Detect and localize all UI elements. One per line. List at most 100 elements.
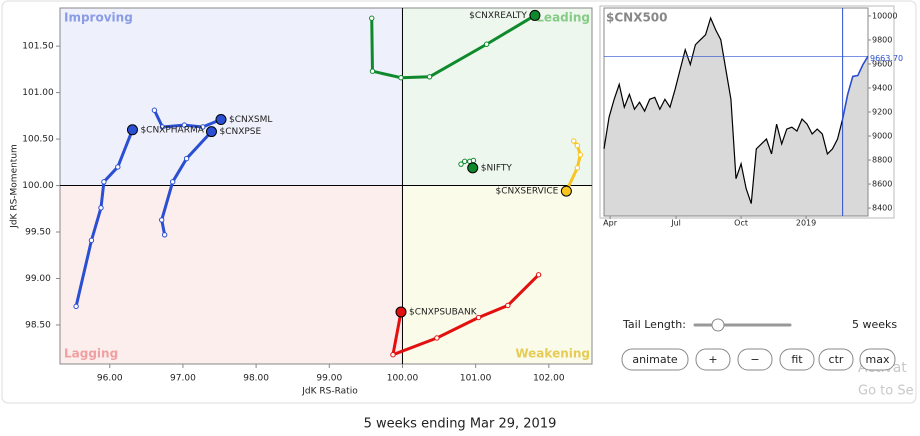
tail-point (475, 314, 482, 321)
tail-point (161, 232, 168, 238)
tail-point (73, 303, 79, 310)
footer: 5 weeks ending Mar 29, 2019 (364, 417, 557, 432)
x-tick-label: 98.00 (243, 374, 269, 384)
tail-point (169, 179, 176, 185)
button-label[interactable]: ctr (829, 353, 844, 366)
y-tick-label: 99.00 (25, 274, 51, 284)
tail-point (574, 165, 581, 171)
y-tick-label: 9800 (872, 35, 892, 44)
quadrant-label: Leading (536, 11, 590, 25)
quadrant (402, 185, 592, 364)
head-point (467, 162, 479, 174)
tail-point (535, 272, 542, 278)
y-tick-label: 8600 (872, 180, 892, 189)
button[interactable] (621, 348, 689, 371)
series-label: $NIFTY (481, 163, 513, 173)
tail-length-value: 5 weeks (852, 318, 897, 331)
tail-point (434, 335, 440, 341)
button[interactable] (818, 348, 854, 371)
tail-point (505, 302, 511, 309)
tail-point (390, 352, 396, 358)
series-label: $CNXPHARMA (140, 125, 204, 135)
series-label: $CNXPSUBANK (409, 307, 478, 317)
button-label[interactable]: animate (632, 353, 678, 366)
tail-point (199, 124, 206, 130)
y-tick-label: 9200 (872, 108, 892, 117)
tail-point (159, 217, 165, 223)
button-label[interactable]: − (750, 353, 759, 366)
series-label: $CNXPSE (219, 127, 261, 137)
series-label: $CNXSERVICE (496, 187, 559, 197)
x-tick-label: Jul (670, 219, 681, 228)
tail-point (369, 68, 376, 74)
tail-point (470, 157, 477, 164)
quadrant (60, 185, 403, 364)
x-tick-label: Oct (734, 219, 748, 228)
quadrant-label: Weakening (515, 347, 590, 361)
y-tick-label: 9000 (872, 132, 892, 141)
tail-point (151, 107, 158, 113)
y-axis-label: JdK RS-Momentum (10, 144, 20, 229)
head-point (529, 9, 541, 21)
y-tick-label: 9600 (872, 59, 892, 68)
y-tick-label: 8800 (872, 156, 892, 165)
slider-knob[interactable] (711, 318, 725, 332)
head-point (560, 185, 572, 197)
watermark: Go to Se (858, 384, 914, 399)
button-label[interactable]: fit (791, 353, 803, 366)
current-label: 9663.70 (870, 54, 903, 63)
tail-point (115, 164, 121, 170)
tail-point (101, 179, 107, 185)
x-tick-label: 100.00 (387, 374, 419, 384)
quadrant-label: Lagging (64, 347, 118, 361)
x-tick-label: 97.00 (170, 374, 196, 384)
y-tick-label: 8400 (872, 204, 892, 213)
button-label[interactable]: max (866, 353, 890, 366)
tail-point (181, 122, 188, 128)
x-tick-label: 99.00 (316, 374, 342, 384)
head-point (205, 126, 217, 138)
tail-point (574, 142, 581, 149)
button[interactable] (695, 348, 731, 371)
tail-point (98, 205, 104, 211)
quadrant (402, 8, 592, 186)
head-point (395, 306, 407, 318)
tail-point (183, 155, 190, 162)
tail-point (88, 237, 95, 244)
x-axis-label: JdK RS-Ratio (301, 387, 358, 397)
y-tick-label: 10000 (872, 11, 897, 20)
head-point (215, 114, 227, 126)
y-tick-label: 99.50 (25, 228, 51, 238)
x-tick-label: Apr (603, 219, 618, 228)
x-tick-label: 96.00 (97, 374, 123, 384)
button[interactable] (737, 348, 773, 371)
y-tick-label: 9400 (872, 83, 892, 92)
y-tick-label: 101.50 (22, 42, 54, 52)
tail-length-label: Tail Length: (622, 318, 686, 331)
button[interactable] (779, 348, 815, 371)
y-tick-label: 100.50 (22, 135, 54, 145)
tail (370, 13, 537, 80)
frame (1, 0, 917, 404)
head-point (126, 124, 138, 136)
y-tick-label: 101.00 (22, 88, 54, 98)
y-tick-label: 100.00 (22, 181, 54, 191)
tail (391, 273, 541, 357)
price-line-recent (841, 55, 869, 120)
y-tick-label: 98.50 (25, 320, 51, 330)
tail-point (426, 74, 433, 80)
tail-point (398, 75, 404, 81)
price-line (603, 16, 869, 204)
x-tick-label: 102.00 (533, 374, 565, 384)
tail (74, 128, 134, 308)
tail-point (458, 161, 464, 167)
button[interactable] (859, 348, 896, 371)
x-tick-label: 101.00 (460, 374, 492, 384)
tail-point (159, 124, 166, 130)
quadrant (60, 8, 403, 186)
series-label: $CNXREALTY (469, 11, 527, 21)
tail-point (369, 15, 375, 21)
button-label[interactable]: + (708, 353, 717, 366)
area (604, 17, 868, 216)
